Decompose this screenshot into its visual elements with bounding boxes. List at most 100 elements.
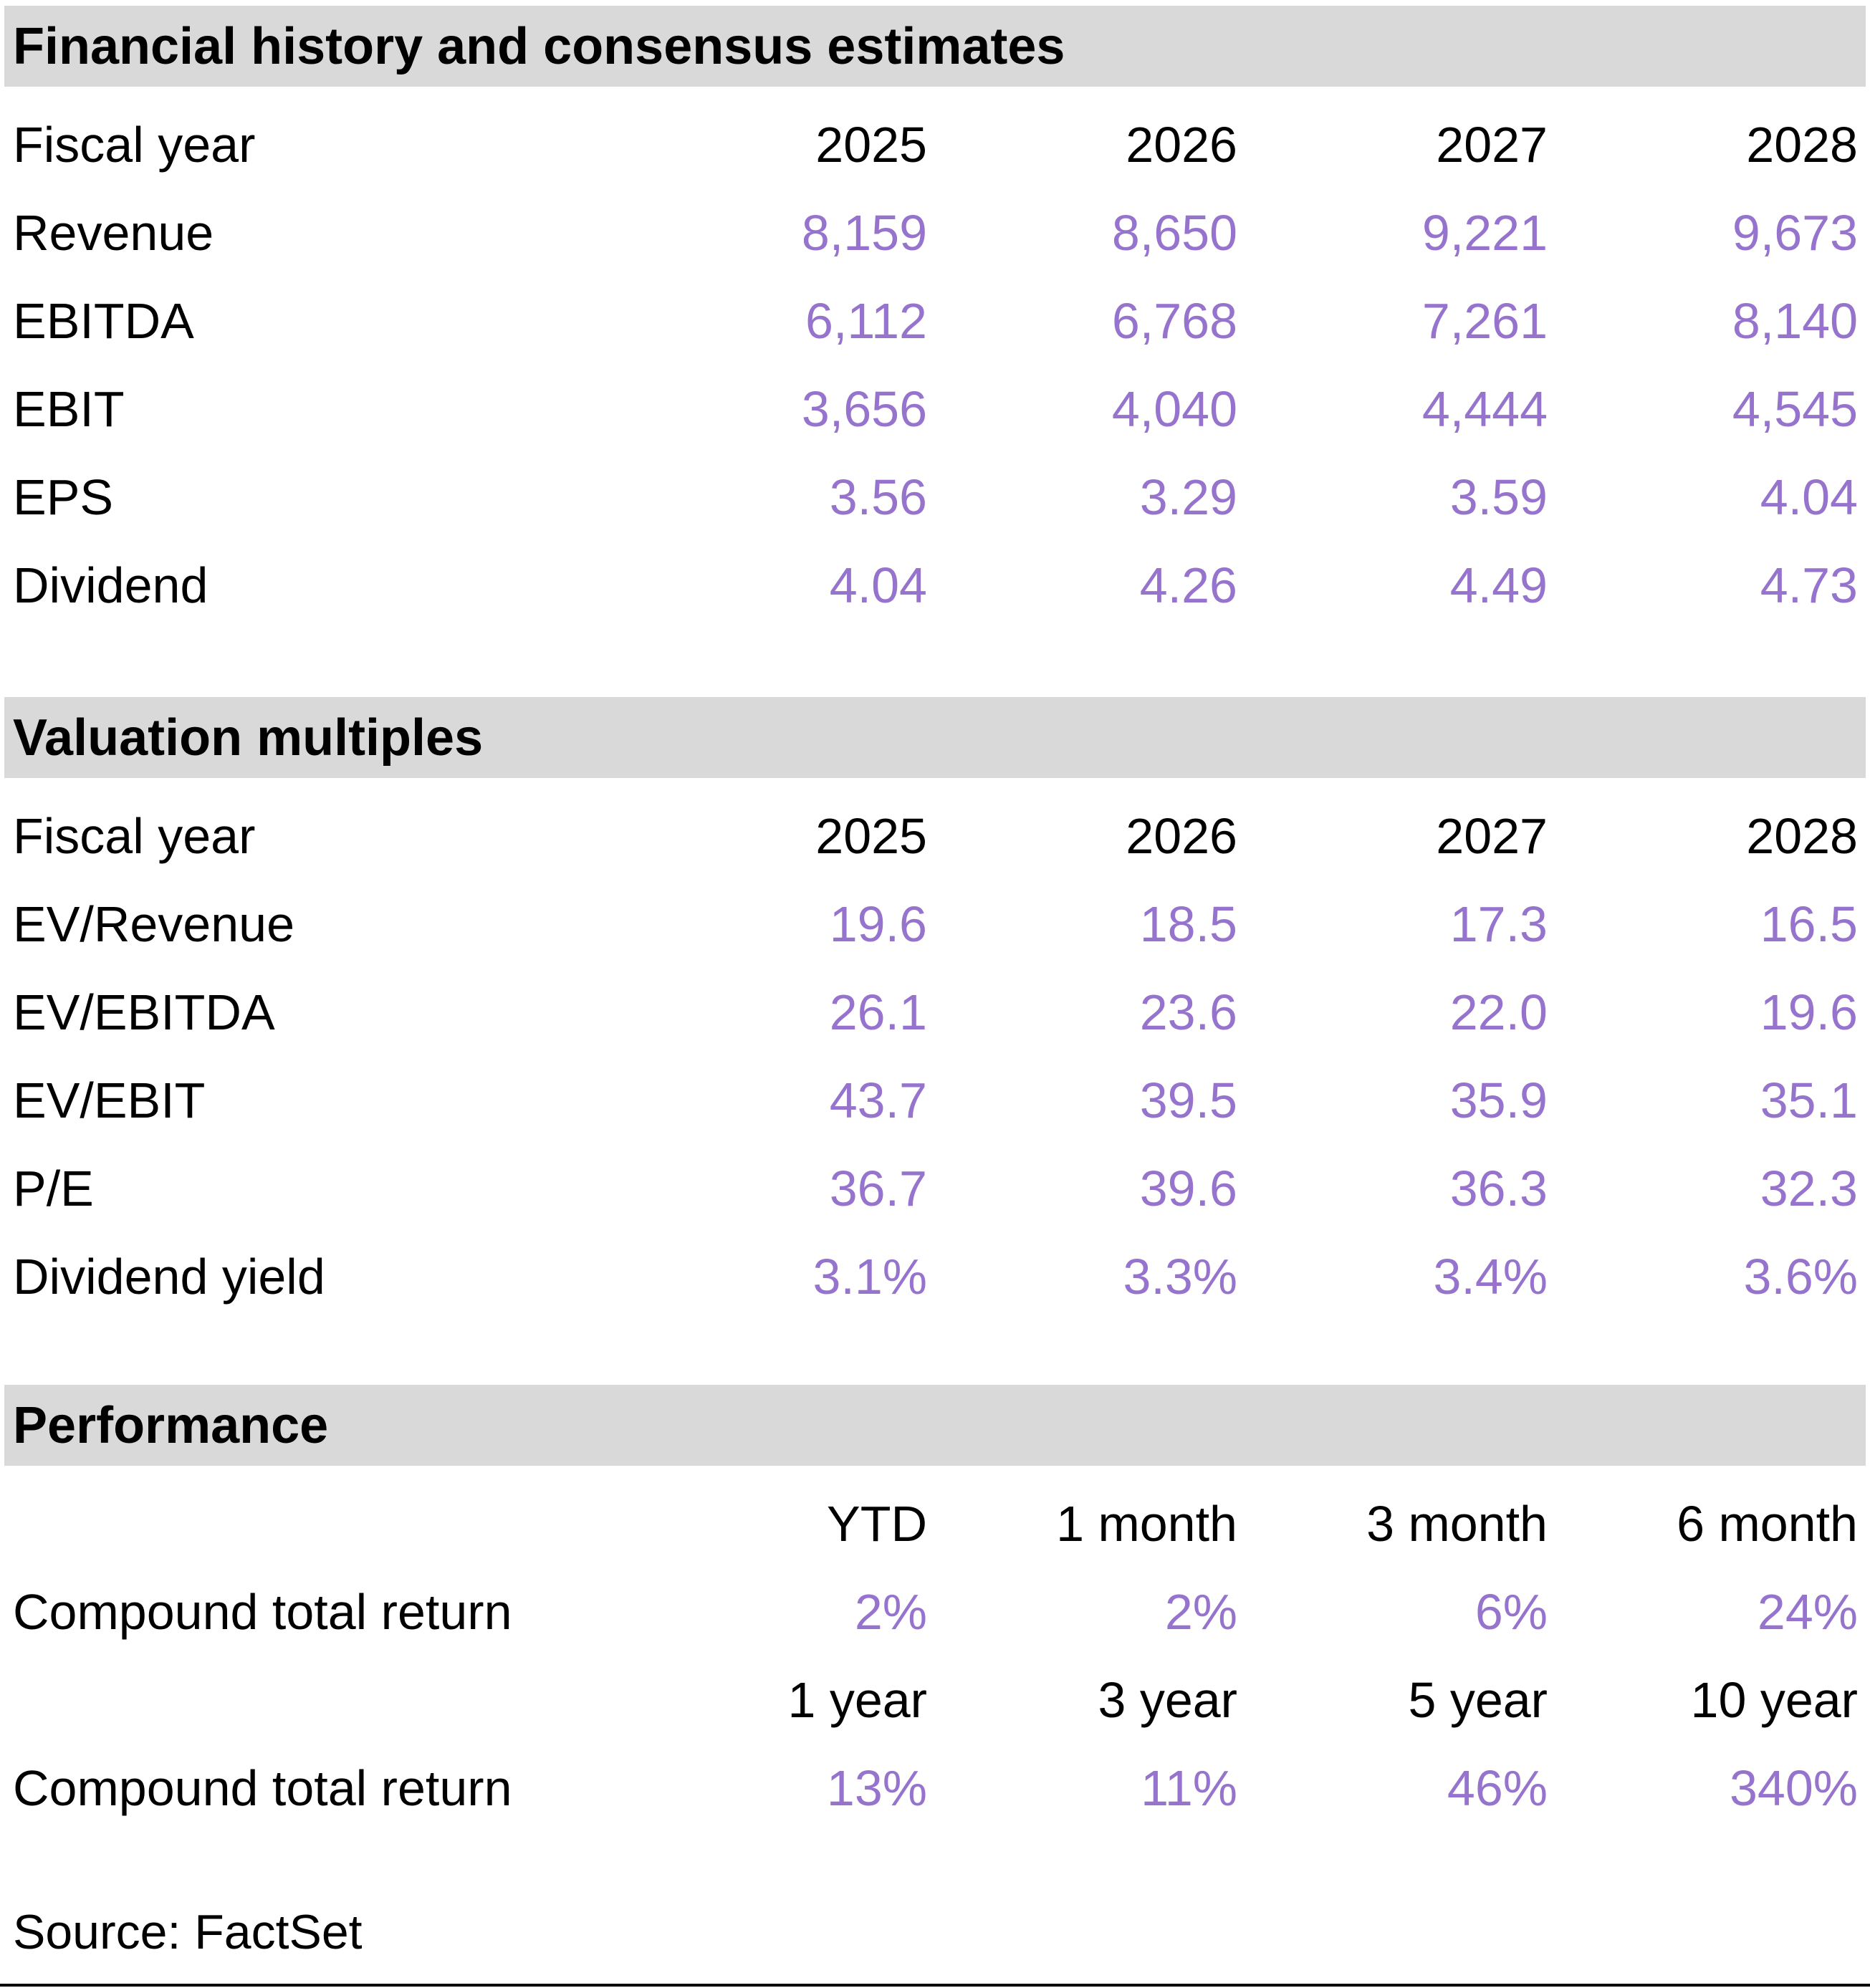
- column-header: 10 year: [1690, 1671, 1858, 1728]
- cell-value: 8,140: [1732, 292, 1858, 349]
- section-financial-history: Financial history and consensus estimate…: [0, 0, 1870, 629]
- cell-value: 36.3: [1449, 1160, 1548, 1216]
- cell-value: 3.29: [1139, 469, 1237, 525]
- cell-value: 4.04: [829, 557, 927, 613]
- column-header: 2026: [1126, 116, 1237, 173]
- row-label: Dividend: [13, 557, 208, 613]
- table-row-dividend: Dividend 4.04 4.26 4.49 4.73: [13, 541, 1858, 629]
- cell-value: 2%: [1164, 1583, 1237, 1640]
- cell-value: 17.3: [1449, 895, 1548, 952]
- cell-value: 2%: [854, 1583, 927, 1640]
- cell-value: 3.3%: [1123, 1248, 1237, 1305]
- section-header-bar: Valuation multiples: [4, 697, 1866, 778]
- cell-value: 9,673: [1732, 204, 1858, 261]
- cell-value: 4,040: [1111, 380, 1237, 437]
- cell-value: 4,545: [1732, 380, 1858, 437]
- financial-history-table: Fiscal year 2025 2026 2027 2028 Revenue …: [13, 100, 1858, 629]
- cell-value: 11%: [1141, 1759, 1237, 1816]
- table-row-pe: P/E 36.7 39.6 36.3 32.3: [13, 1144, 1858, 1232]
- column-header: YTD: [827, 1495, 927, 1552]
- column-header: 2027: [1436, 807, 1548, 864]
- section-valuation-multiples: Valuation multiples Fiscal year 2025 202…: [0, 697, 1870, 1320]
- table-row-ev-ebitda: EV/EBITDA 26.1 23.6 22.0 19.6: [13, 968, 1858, 1056]
- row-label: Compound total return: [13, 1583, 512, 1640]
- column-header: 5 year: [1408, 1671, 1548, 1728]
- cell-value: 8,159: [801, 204, 927, 261]
- table-row-ev-ebit: EV/EBIT 43.7 39.5 35.9 35.1: [13, 1056, 1858, 1144]
- cell-value: 6%: [1475, 1583, 1548, 1640]
- section-header-bar: Financial history and consensus estimate…: [4, 6, 1866, 87]
- performance-table: YTD 1 month 3 month 6 month Compound tot…: [13, 1479, 1858, 1832]
- cell-value: 43.7: [829, 1072, 927, 1128]
- cell-value: 24%: [1757, 1583, 1858, 1640]
- cell-value: 3.59: [1449, 469, 1548, 525]
- bottom-divider: [0, 1984, 1870, 1987]
- row-label: EPS: [13, 469, 114, 525]
- section-title: Valuation multiples: [13, 709, 484, 767]
- cell-value: 3.4%: [1433, 1248, 1548, 1305]
- cell-value: 35.1: [1760, 1072, 1858, 1128]
- table-row-dividend-yield: Dividend yield 3.1% 3.3% 3.4% 3.6%: [13, 1232, 1858, 1320]
- row-label: EBITDA: [13, 292, 194, 349]
- cell-value: 6,112: [805, 292, 927, 349]
- cell-value: 8,650: [1111, 204, 1237, 261]
- table-row-ev-revenue: EV/Revenue 19.6 18.5 17.3 16.5: [13, 880, 1858, 968]
- column-header: 3 month: [1366, 1495, 1548, 1552]
- row-label: Revenue: [13, 204, 214, 261]
- row-header-label: Fiscal year: [13, 116, 256, 173]
- table-header-row: YTD 1 month 3 month 6 month: [13, 1479, 1858, 1567]
- row-label: EBIT: [13, 380, 125, 437]
- section-header-bar: Performance: [4, 1385, 1866, 1466]
- table-header-row: Fiscal year 2025 2026 2027 2028: [13, 792, 1858, 880]
- column-header: 2025: [815, 116, 927, 173]
- cell-value: 23.6: [1139, 984, 1237, 1040]
- column-header: 1 year: [787, 1671, 927, 1728]
- column-header: 2028: [1746, 116, 1858, 173]
- cell-value: 3.1%: [812, 1248, 927, 1305]
- table-row-revenue: Revenue 8,159 8,650 9,221 9,673: [13, 188, 1858, 277]
- row-label: EV/EBIT: [13, 1072, 206, 1128]
- cell-value: 39.5: [1139, 1072, 1237, 1128]
- cell-value: 4,444: [1421, 380, 1548, 437]
- cell-value: 4.04: [1760, 469, 1858, 525]
- valuation-multiples-table: Fiscal year 2025 2026 2027 2028 EV/Reven…: [13, 792, 1858, 1320]
- section-performance: Performance YTD 1 month 3 month 6 month …: [0, 1385, 1870, 1832]
- column-header: 3 year: [1098, 1671, 1237, 1728]
- cell-value: 39.6: [1139, 1160, 1237, 1216]
- cell-value: 18.5: [1139, 895, 1237, 952]
- cell-value: 3.56: [829, 469, 927, 525]
- cell-value: 3.6%: [1743, 1248, 1858, 1305]
- section-title: Performance: [13, 1396, 329, 1454]
- row-label: P/E: [13, 1160, 94, 1216]
- cell-value: 7,261: [1421, 292, 1548, 349]
- cell-value: 26.1: [829, 984, 927, 1040]
- table-row-ebitda: EBITDA 6,112 6,768 7,261 8,140: [13, 277, 1858, 365]
- cell-value: 46%: [1447, 1759, 1548, 1816]
- cell-value: 9,221: [1421, 204, 1548, 261]
- column-header: 2027: [1436, 116, 1548, 173]
- cell-value: 22.0: [1449, 984, 1548, 1040]
- cell-value: 16.5: [1760, 895, 1858, 952]
- column-header: 6 month: [1677, 1495, 1858, 1552]
- column-header: 2026: [1126, 807, 1237, 864]
- cell-value: 35.9: [1449, 1072, 1548, 1128]
- source-note: Source: FactSet: [13, 1905, 363, 1959]
- cell-value: 4.73: [1760, 557, 1858, 613]
- table-row-return-short-term: Compound total return 2% 2% 6% 24%: [13, 1567, 1858, 1656]
- cell-value: 19.6: [1760, 984, 1858, 1040]
- row-label: EV/EBITDA: [13, 984, 275, 1040]
- column-header: 2028: [1746, 807, 1858, 864]
- cell-value: 340%: [1729, 1759, 1858, 1816]
- column-header: 1 month: [1056, 1495, 1237, 1552]
- cell-value: 6,768: [1111, 292, 1237, 349]
- table-row-return-long-term: Compound total return 13% 11% 46% 340%: [13, 1744, 1858, 1832]
- cell-value: 19.6: [829, 895, 927, 952]
- cell-value: 4.26: [1139, 557, 1237, 613]
- cell-value: 36.7: [829, 1160, 927, 1216]
- column-header: 2025: [815, 807, 927, 864]
- cell-value: 32.3: [1760, 1160, 1858, 1216]
- cell-value: 3,656: [801, 380, 927, 437]
- cell-value: 4.49: [1449, 557, 1548, 613]
- row-label: EV/Revenue: [13, 895, 295, 952]
- table-row-ebit: EBIT 3,656 4,040 4,444 4,545: [13, 365, 1858, 453]
